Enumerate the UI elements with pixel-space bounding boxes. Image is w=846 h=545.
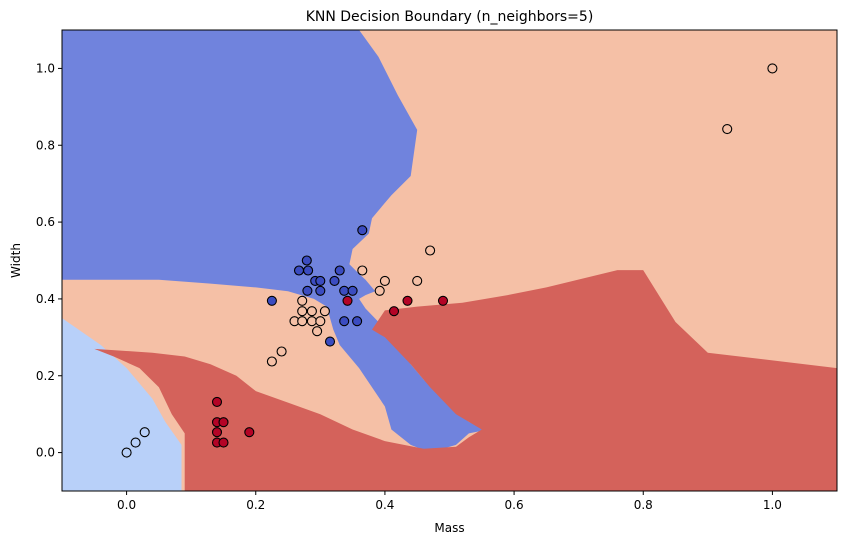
data-point-23	[334, 265, 345, 276]
decision-regions	[62, 30, 837, 491]
data-point-4	[722, 124, 733, 135]
data-point-32	[425, 245, 436, 256]
data-point-37	[297, 295, 308, 306]
data-point-34	[379, 275, 390, 286]
data-point-15	[437, 295, 449, 306]
data-point-36	[374, 285, 385, 296]
data-point-18	[293, 265, 305, 276]
data-point-17	[301, 255, 312, 266]
y-axis-label: Width	[9, 243, 23, 278]
data-point-5	[211, 396, 223, 407]
data-point-26	[339, 285, 350, 296]
data-point-3	[767, 63, 778, 74]
y-tick-label-5: 1.0	[36, 61, 55, 75]
x-tick-label-1: 0.2	[246, 498, 265, 512]
x-tick-label-4: 0.8	[634, 498, 653, 512]
data-point-27	[347, 285, 358, 296]
y-tick-label-0: 0.0	[36, 446, 55, 460]
data-point-22	[329, 275, 340, 286]
data-point-44	[315, 316, 326, 327]
data-point-11	[244, 427, 255, 438]
data-point-21	[315, 275, 326, 286]
y-tick-label-4: 0.8	[36, 138, 55, 152]
data-point-1	[130, 437, 141, 448]
data-point-12	[342, 295, 353, 306]
data-points	[121, 63, 778, 458]
data-point-8	[211, 427, 223, 438]
x-tick-label-0: 0.0	[117, 498, 136, 512]
data-point-40	[319, 306, 330, 317]
plot-frame	[61, 29, 838, 492]
data-point-7	[218, 417, 229, 428]
data-point-24	[302, 285, 313, 296]
x-tick-label-5: 1.0	[763, 498, 782, 512]
x-tick-label-2: 0.4	[375, 498, 394, 512]
data-point-39	[306, 306, 317, 317]
data-point-46	[276, 346, 287, 357]
data-point-13	[388, 306, 400, 317]
x-axis-label: Mass	[434, 521, 464, 535]
y-tick-label-3: 0.6	[36, 215, 55, 229]
y-tick-label-1: 0.2	[36, 369, 55, 383]
data-point-43	[306, 316, 317, 327]
data-point-2	[139, 427, 150, 438]
data-point-31	[357, 225, 368, 236]
data-point-33	[357, 265, 368, 276]
data-point-10	[218, 437, 229, 448]
data-point-0	[121, 447, 132, 458]
region-class-3-3	[94, 270, 837, 491]
data-point-16	[266, 295, 277, 306]
data-point-47	[266, 356, 277, 367]
data-point-28	[339, 316, 350, 327]
y-tick-label-2: 0.4	[36, 292, 55, 306]
region-class-1-2	[62, 318, 182, 491]
data-point-30	[324, 336, 336, 347]
y-axis-ticks: 0.0 0.2 0.4 0.6 0.8 1.0	[36, 61, 62, 460]
x-tick-label-3: 0.6	[505, 498, 524, 512]
data-point-38	[297, 306, 308, 317]
data-point-42	[297, 316, 308, 327]
region-class-0-1	[62, 30, 489, 453]
x-axis-ticks: 0.0 0.2 0.4 0.6 0.8 1.0	[117, 491, 782, 512]
data-point-45	[312, 326, 323, 337]
data-point-29	[352, 316, 363, 327]
chart-title: KNN Decision Boundary (n_neighbors=5)	[306, 9, 594, 25]
data-point-19	[303, 265, 314, 276]
data-point-35	[412, 275, 423, 286]
data-point-25	[315, 285, 326, 296]
data-point-14	[402, 295, 413, 306]
